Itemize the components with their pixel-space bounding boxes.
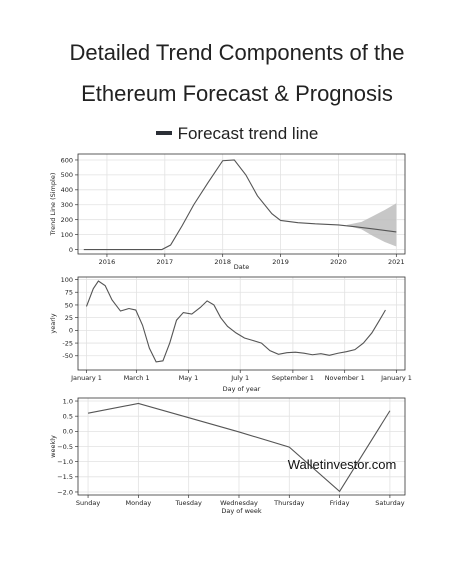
yearly-xtick-label-5: November 1 [325,374,365,382]
trend-xtick-label-0: 2016 [99,258,116,266]
weekly-ytick-label-1: −1.5 [57,473,73,481]
legend: Forecast trend line [0,124,474,144]
weekly-xtick-label-4: Thursday [273,499,304,507]
weekly-ytick-label-5: 0.5 [63,412,73,420]
yearly-ytick-label-2: 0 [69,327,73,335]
yearly-ytick-label-6: 100 [61,276,73,284]
yearly-ytick-label-3: 25 [65,314,73,322]
legend-swatch-icon [155,130,172,135]
weekly-xtick-label-2: Tuesday [174,499,202,507]
trend-ytick-label-3: 300 [61,201,73,209]
yearly-plot-frame [77,276,406,371]
yearly-xtick-label-4: September 1 [272,374,314,382]
weekly-xlabel: Day of week [221,507,262,515]
weekly-xtick-label-3: Wednesday [220,499,258,507]
trend-xtick-label-2: 2018 [214,258,231,266]
yearly-xtick-label-2: May 1 [179,374,199,382]
weekly-panel: Sunday Monday Tuesday Wednesday Thursday Frid… [49,397,406,515]
trend-ytick-label-5: 500 [61,171,73,179]
yearly-ytick-label-1: -25 [62,339,73,347]
yearly-xtick-label-1: March 1 [124,374,150,382]
chart-title-line1: Detailed Trend Components of the [69,40,405,65]
yearly-series-line [85,280,386,363]
yearly-ylabel: yearly [49,313,57,333]
weekly-ytick-label-2: −1.0 [57,458,73,466]
trend-uncertainty-band [347,203,397,247]
legend-label: Forecast trend line [177,124,319,143]
trend-ytick-label-1: 100 [61,231,73,239]
weekly-series-line [87,402,391,493]
yearly-ytick-label-4: 50 [65,301,73,309]
weekly-xtick-label-0: Sunday [76,499,100,507]
yearly-xlabel: Day of year [223,385,261,393]
weekly-xtick-label-1: Monday [126,499,152,507]
yearly-xtick-label-0: January 1 [70,374,102,382]
yearly-ytick-label-0: -50 [62,352,73,360]
watermark-text: Walletinvestor.com [288,457,397,472]
trend-ytick-label-0: 0 [69,246,73,254]
weekly-xtick-label-6: Saturday [375,499,404,507]
trend-xtick-label-1: 2017 [157,258,174,266]
weekly-ytick-label-3: −0.5 [57,443,73,451]
trend-ytick-label-4: 400 [61,186,73,194]
trend-ylabel: Trend Line (Simple) [49,173,57,237]
weekly-ytick-label-0: −2.0 [57,488,73,496]
trend-xtick-label-5: 2021 [388,258,405,266]
yearly-ytick-label-5: 75 [65,289,73,297]
trend-xtick-label-4: 2020 [330,258,347,266]
weekly-ytick-label-6: 1.0 [63,397,73,405]
trend-xlabel: Date [234,263,250,271]
trend-series-line [83,159,397,251]
trend-ytick-label-2: 200 [61,216,73,224]
yearly-xtick-label-6: January 1 [380,374,412,382]
trend-xtick-label-3: 2019 [272,258,289,266]
trend-plot-frame [77,153,406,255]
weekly-xtick-label-5: Friday [330,499,350,507]
yearly-panel: January 1 March 1 May 1 July 1 September 1 No… [49,276,412,393]
chart-title-line2: Ethereum Forecast & Prognosis [81,81,393,106]
weekly-ylabel: weekly [49,435,57,458]
weekly-ytick-label-4: 0.0 [63,428,73,436]
yearly-xtick-label-3: July 1 [230,374,249,382]
trend-ytick-label-6: 600 [61,156,73,164]
trend-panel: 2016 2017 2018 2019 2020 2021 0 100 200 300 400 500… [49,153,406,271]
